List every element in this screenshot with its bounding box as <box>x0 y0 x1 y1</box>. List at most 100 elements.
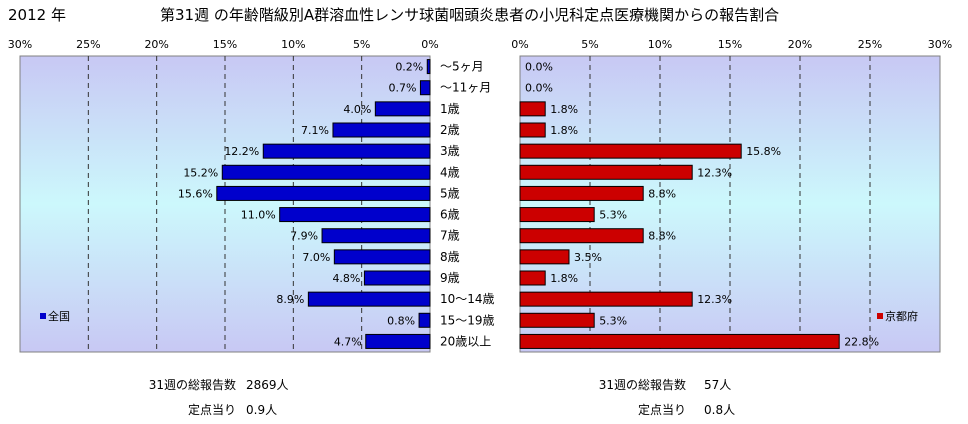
right-bar <box>519 249 570 265</box>
right-legend: 京都府 <box>877 309 918 323</box>
legend-swatch-kyoto <box>877 313 883 319</box>
right-bar <box>519 312 595 328</box>
left-tick-label: 10% <box>281 38 305 51</box>
right-tick-label: 5% <box>581 38 598 51</box>
right-value-label: 15.8% <box>746 145 781 158</box>
left-value-label: 0.7% <box>388 82 416 95</box>
right-tick-label: 0% <box>511 38 528 51</box>
left-value-label: 0.8% <box>387 314 415 327</box>
year-label: 2012 年 <box>8 6 66 24</box>
right-tick-label: 15% <box>718 38 742 51</box>
category-label: ～5ヶ月 <box>440 60 484 74</box>
right-footer: 31週の総報告数 57人 定点当り 0.8人 <box>599 377 735 417</box>
left-bar <box>221 164 431 180</box>
right-value-label: 0.0% <box>525 61 553 74</box>
left-bar <box>426 59 431 75</box>
left-value-label: 7.1% <box>301 124 329 137</box>
left-total-value: 2869人 <box>246 378 289 392</box>
right-value-label: 8.8% <box>648 187 676 200</box>
left-bar <box>332 122 431 138</box>
left-value-label: 15.6% <box>178 187 213 200</box>
chart-title: 第31週 の年齢階級別A群溶血性レンサ球菌咽頭炎患者の小児科定点医療機関からの報… <box>160 6 779 24</box>
right-value-label: 5.3% <box>599 209 627 222</box>
left-bar <box>216 185 431 201</box>
left-value-label: 8.9% <box>276 293 304 306</box>
left-per-value: 0.9人 <box>246 403 277 417</box>
left-bar <box>321 228 431 244</box>
legend-national: 全国 <box>48 309 70 323</box>
left-value-label: 0.2% <box>395 61 423 74</box>
left-tick-label: 20% <box>144 38 168 51</box>
right-tick-label: 25% <box>858 38 882 51</box>
left-tick-label: 0% <box>421 38 438 51</box>
right-bar <box>519 101 546 117</box>
left-bar <box>262 143 431 159</box>
category-label: 6歳 <box>440 208 460 222</box>
left-tick-label: 30% <box>8 38 32 51</box>
right-tick-label: 20% <box>788 38 812 51</box>
left-value-label: 11.0% <box>241 209 276 222</box>
right-value-label: 1.8% <box>550 124 578 137</box>
left-bar <box>279 207 431 223</box>
right-per-label: 定点当り <box>638 402 686 417</box>
category-label: 2歳 <box>440 123 460 137</box>
left-bar <box>419 80 431 96</box>
right-total-value: 57人 <box>704 378 731 392</box>
left-bar <box>333 249 431 265</box>
category-label: 20歳以上 <box>440 334 491 348</box>
right-total-label: 31週の総報告数 <box>599 377 686 392</box>
category-label: 15～19歳 <box>440 313 495 327</box>
right-bar <box>519 122 546 138</box>
left-value-label: 15.2% <box>183 166 218 179</box>
left-footer: 31週の総報告数 2869人 定点当り 0.9人 <box>149 377 289 417</box>
left-value-label: 7.0% <box>302 251 330 264</box>
left-bar <box>307 291 431 307</box>
left-value-label: 4.0% <box>343 103 371 116</box>
left-bar <box>418 312 431 328</box>
category-label: 7歳 <box>440 229 460 243</box>
legend-swatch-national <box>40 313 46 319</box>
category-label: 10～14歳 <box>440 292 495 306</box>
right-value-label: 3.5% <box>574 251 602 264</box>
category-label: 9歳 <box>440 271 460 285</box>
left-bar <box>365 333 431 349</box>
right-bar <box>519 143 742 159</box>
left-bar <box>363 270 431 286</box>
right-per-value: 0.8人 <box>704 403 735 417</box>
left-tick-label: 5% <box>353 38 370 51</box>
right-bar <box>519 164 693 180</box>
right-bar <box>519 270 546 286</box>
category-label: 4歳 <box>440 165 460 179</box>
right-value-label: 12.3% <box>697 293 732 306</box>
right-tick-label: 30% <box>928 38 952 51</box>
category-label: 3歳 <box>440 144 460 158</box>
right-bar <box>519 185 644 201</box>
category-label: 1歳 <box>440 102 460 116</box>
left-per-label: 定点当り <box>188 402 236 417</box>
left-value-label: 7.9% <box>290 230 318 243</box>
category-label: 5歳 <box>440 186 460 200</box>
legend-kyoto: 京都府 <box>885 309 918 323</box>
right-value-label: 1.8% <box>550 103 578 116</box>
right-value-label: 22.8% <box>844 335 879 348</box>
right-tick-label: 10% <box>648 38 672 51</box>
left-tick-label: 25% <box>76 38 100 51</box>
right-bar <box>519 228 644 244</box>
right-value-label: 8.8% <box>648 230 676 243</box>
left-value-label: 4.7% <box>334 335 362 348</box>
left-legend: 全国 <box>40 309 70 323</box>
left-value-label: 12.2% <box>224 145 259 158</box>
category-label: 8歳 <box>440 250 460 264</box>
left-value-label: 4.8% <box>332 272 360 285</box>
left-total-label: 31週の総報告数 <box>149 377 236 392</box>
category-label: ～11ヶ月 <box>440 81 491 95</box>
right-bar <box>519 207 595 223</box>
right-value-label: 0.0% <box>525 82 553 95</box>
right-bar <box>519 333 840 349</box>
right-value-label: 12.3% <box>697 166 732 179</box>
left-tick-label: 15% <box>213 38 237 51</box>
right-value-label: 5.3% <box>599 314 627 327</box>
left-bar <box>374 101 431 117</box>
